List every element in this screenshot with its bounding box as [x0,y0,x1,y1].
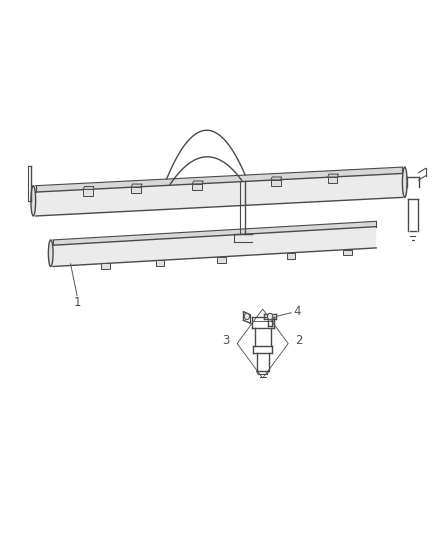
Text: 3: 3 [223,334,230,348]
Polygon shape [328,177,337,183]
Ellipse shape [403,167,407,197]
Text: 4: 4 [294,305,301,318]
Polygon shape [328,174,339,177]
Polygon shape [131,184,142,187]
Polygon shape [53,227,376,266]
Polygon shape [131,187,141,193]
Polygon shape [343,249,352,255]
Circle shape [244,313,250,320]
Polygon shape [155,260,164,266]
Polygon shape [35,173,403,216]
Ellipse shape [48,240,53,266]
Polygon shape [83,187,94,189]
Polygon shape [192,181,203,184]
Polygon shape [287,253,295,259]
Polygon shape [35,167,403,192]
Text: 1: 1 [73,296,81,309]
Text: 2: 2 [295,334,303,348]
Circle shape [268,313,273,320]
Ellipse shape [31,185,35,216]
Polygon shape [83,189,93,196]
Polygon shape [271,180,281,187]
Polygon shape [192,184,202,190]
Polygon shape [271,177,282,180]
Polygon shape [217,257,226,263]
Polygon shape [101,263,110,269]
Polygon shape [53,221,376,245]
